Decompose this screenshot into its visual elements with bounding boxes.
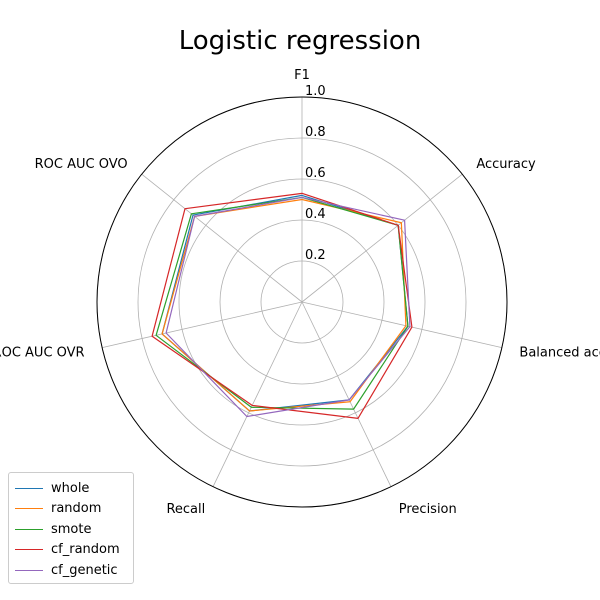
- circular-gridline: [219, 219, 385, 385]
- circular-gridline: [260, 260, 344, 344]
- legend-item-smote: smote: [15, 519, 127, 540]
- legend-item-random: random: [15, 499, 127, 520]
- axis-label: Accuracy: [476, 157, 536, 172]
- radial-gridline: [212, 301, 303, 487]
- axis-label: Precision: [399, 502, 457, 517]
- legend-label: smote: [51, 521, 92, 537]
- r-tick-label: 0.4: [305, 207, 326, 222]
- circular-gridline: [178, 178, 426, 426]
- legend-item-whole: whole: [15, 478, 127, 499]
- radial-gridline: [102, 301, 303, 349]
- series-line-random: [161, 198, 407, 412]
- radar-grid: [96, 96, 508, 508]
- legend-label: whole: [51, 480, 90, 496]
- radar-series: [151, 192, 413, 419]
- radar-labels: 0.2 0.4 0.6 0.8 1.0F1 Accuracy Balanced accura…: [0, 68, 600, 517]
- legend: whole random smote cf_random cf_genetic: [8, 472, 134, 584]
- series-line-smote: [155, 196, 409, 410]
- series-line-cf-random: [151, 192, 413, 419]
- radial-gridline: [301, 301, 502, 349]
- axis-label: ROC AUC OVR: [0, 346, 85, 361]
- circular-gridline: [137, 137, 467, 467]
- legend-label: cf_genetic: [51, 562, 118, 578]
- radial-gridline: [141, 173, 303, 303]
- r-tick-label: 0.2: [305, 248, 326, 263]
- axis-label: Recall: [166, 502, 205, 517]
- radial-gridline: [301, 301, 392, 487]
- chart-title: Logistic regression: [179, 26, 422, 56]
- axis-label: F1: [294, 68, 310, 83]
- radial-gridline: [301, 173, 463, 303]
- polar-frame: [96, 96, 508, 508]
- axis-label: ROC AUC OVO: [35, 157, 128, 172]
- axis-label: Balanced accuracy: [519, 346, 600, 361]
- legend-item-cf-genetic: cf_genetic: [15, 560, 127, 581]
- legend-swatch: [15, 569, 43, 571]
- legend-label: random: [51, 501, 102, 517]
- legend-swatch: [15, 508, 43, 510]
- legend-label: cf_random: [51, 542, 120, 558]
- series-line-whole: [161, 194, 409, 412]
- r-tick-label: 0.8: [305, 125, 326, 140]
- r-tick-label: 0.6: [305, 166, 326, 181]
- series-line-cf-genetic: [165, 196, 411, 418]
- legend-item-cf-random: cf_random: [15, 540, 127, 561]
- legend-swatch: [15, 528, 43, 530]
- legend-swatch: [15, 549, 43, 551]
- r-tick-label: 1.0: [305, 84, 326, 99]
- legend-swatch: [15, 487, 43, 489]
